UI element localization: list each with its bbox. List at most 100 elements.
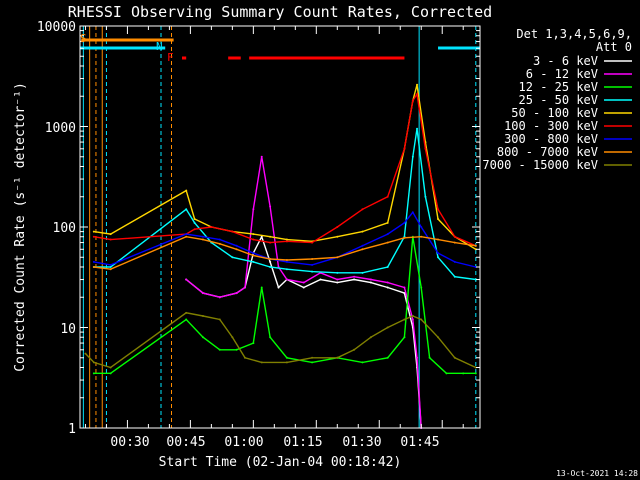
chart-title: RHESSI Observing Summary Count Rates, Co… [68, 3, 492, 21]
data-point [361, 271, 364, 274]
data-point [269, 205, 272, 208]
data-point [185, 235, 188, 238]
data-point [231, 336, 234, 339]
data-point [218, 348, 221, 351]
data-point [336, 256, 339, 259]
data-point [92, 265, 95, 268]
tick-layer [80, 25, 480, 429]
data-point [285, 356, 288, 359]
data-point [403, 221, 406, 224]
data-point [252, 342, 255, 345]
data-point [416, 127, 419, 130]
f-flag-label: F [167, 51, 174, 64]
data-point [285, 268, 288, 271]
n-flag-label: N [156, 40, 163, 53]
data-point [260, 155, 263, 158]
data-point [386, 356, 389, 359]
data-point [311, 263, 314, 266]
data-point [277, 286, 280, 289]
data-point [319, 278, 322, 281]
data-point [235, 292, 238, 295]
data-point [411, 155, 414, 158]
data-point [437, 336, 440, 339]
data-point [201, 238, 204, 241]
data-point [109, 268, 112, 271]
data-point [437, 208, 440, 211]
data-point [193, 228, 196, 231]
x-tick-label-0130: 01:30 [342, 435, 381, 450]
data-point [84, 352, 87, 355]
data-point [411, 315, 414, 318]
data-point [411, 99, 414, 102]
data-point [361, 248, 364, 251]
data-point [269, 258, 272, 261]
legend-header-det: Det 1,3,4,5,6,9, [516, 27, 632, 41]
data-point [302, 281, 305, 284]
data-point [92, 260, 95, 263]
data-point [260, 361, 263, 364]
data-point [235, 248, 238, 251]
data-point [260, 235, 263, 238]
data-point [193, 218, 196, 221]
series-line-4 [93, 84, 477, 250]
data-point [218, 242, 221, 245]
data-point [185, 278, 188, 281]
data-point [109, 233, 112, 236]
data-point [416, 93, 419, 96]
data-point [437, 252, 440, 255]
data-point [336, 356, 339, 359]
data-point [361, 208, 364, 211]
data-point [437, 238, 440, 241]
data-point [252, 254, 255, 257]
data-point [336, 226, 339, 228]
legend-label-5: 100 - 300 keV [504, 119, 598, 133]
data-point [386, 233, 389, 236]
data-point [403, 318, 406, 321]
data-point [285, 361, 288, 364]
data-point [235, 244, 238, 247]
data-point [311, 361, 314, 364]
data-point [269, 336, 272, 339]
data-point [420, 235, 423, 238]
data-point [416, 83, 419, 86]
data-point [302, 286, 305, 289]
legend-header-att: Att 0 [596, 40, 632, 54]
data-point [311, 258, 314, 261]
series-line-1 [185, 156, 422, 429]
data-point [353, 348, 356, 351]
data-point [218, 296, 221, 299]
legend-label-1: 6 - 12 keV [526, 67, 598, 81]
data-point [403, 336, 406, 339]
data-point [201, 292, 204, 295]
x-tick-label-0145: 01:45 [400, 435, 439, 450]
data-point [201, 235, 204, 238]
data-point [424, 147, 427, 150]
data-point [411, 211, 414, 214]
data-point [403, 147, 406, 150]
data-point [336, 281, 339, 284]
data-point [252, 260, 255, 263]
data-point [369, 278, 372, 281]
data-point [353, 278, 356, 281]
series-line-3 [93, 128, 476, 281]
data-point [403, 292, 406, 295]
y-tick-label-1000: 1000 [45, 121, 76, 136]
data-point [252, 238, 255, 241]
data-point [269, 241, 272, 244]
x-tick-label-0100: 01:00 [224, 435, 263, 450]
legend-label-3: 25 - 50 keV [519, 93, 598, 107]
data-point [453, 235, 456, 238]
data-point [474, 372, 477, 375]
series-line-5 [93, 92, 477, 247]
data-point [218, 318, 221, 321]
data-point [185, 233, 188, 236]
x-axis-label: Start Time (02-Jan-04 00:18:42) [159, 455, 402, 470]
data-point [361, 244, 364, 247]
data-point [453, 275, 456, 278]
data-point [109, 265, 112, 268]
data-point [109, 238, 112, 241]
data-point [285, 238, 288, 241]
data-point [361, 361, 364, 364]
data-point [311, 270, 314, 273]
